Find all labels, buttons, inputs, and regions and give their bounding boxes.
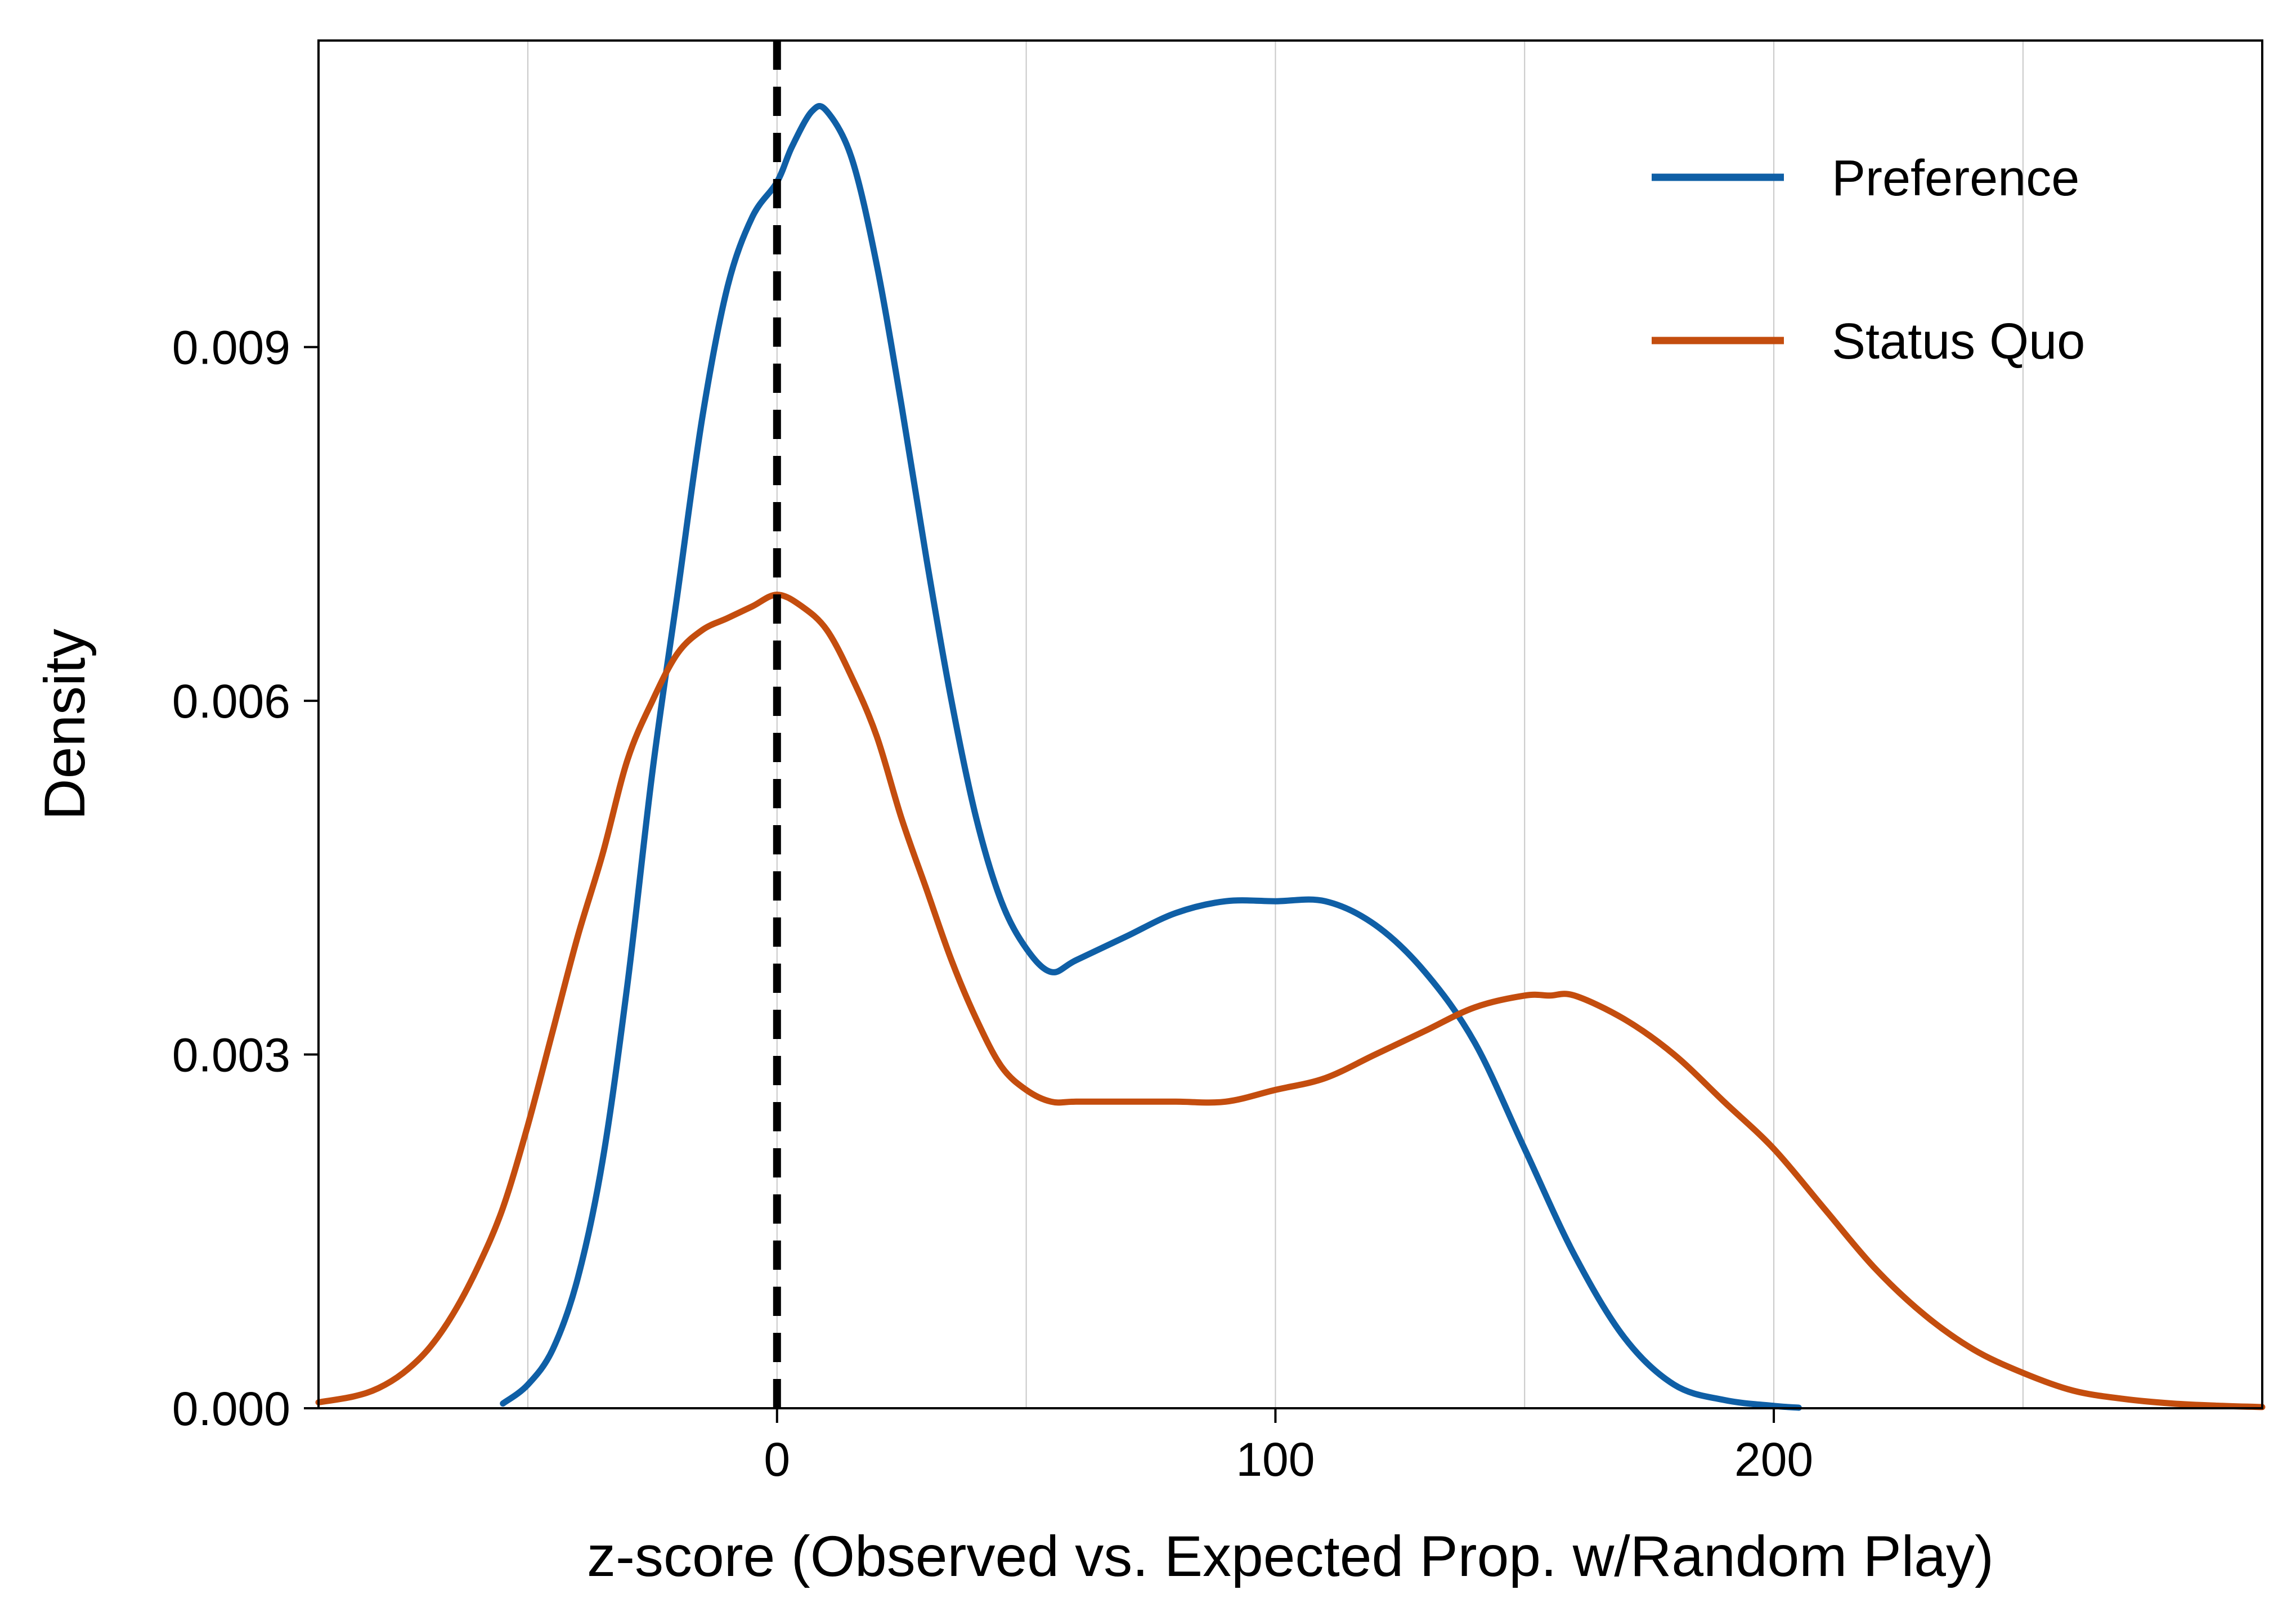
y-tick-label: 0.009 (172, 321, 290, 374)
y-axis-ticks: 0.000 0.003 0.006 0.009 (172, 321, 319, 1435)
x-tick-label: 200 (1734, 1433, 1813, 1486)
plot-area-frame (317, 39, 2263, 1409)
density-curves (315, 103, 2266, 1411)
series-line-status-quo (315, 592, 2266, 1410)
y-tick-label: 0.006 (172, 675, 290, 728)
x-tick-label: 0 (764, 1433, 790, 1486)
x-axis-title: z-score (Observed vs. Expected Prop. w/R… (587, 1524, 1994, 1588)
y-tick-label: 0.003 (172, 1029, 290, 1082)
series-line-preference (500, 103, 1802, 1411)
y-tick-label: 0.000 (172, 1382, 290, 1435)
y-axis-title: Density (33, 629, 97, 820)
gridlines (527, 41, 2024, 1408)
x-axis-ticks: 0 100 200 (764, 1408, 1813, 1486)
legend-label-status-quo: Status Quo (1832, 314, 2085, 370)
legend-label-preference: Preference (1832, 150, 2079, 207)
legend: Preference Status Quo (1652, 150, 2085, 370)
x-tick-label: 100 (1236, 1433, 1315, 1486)
